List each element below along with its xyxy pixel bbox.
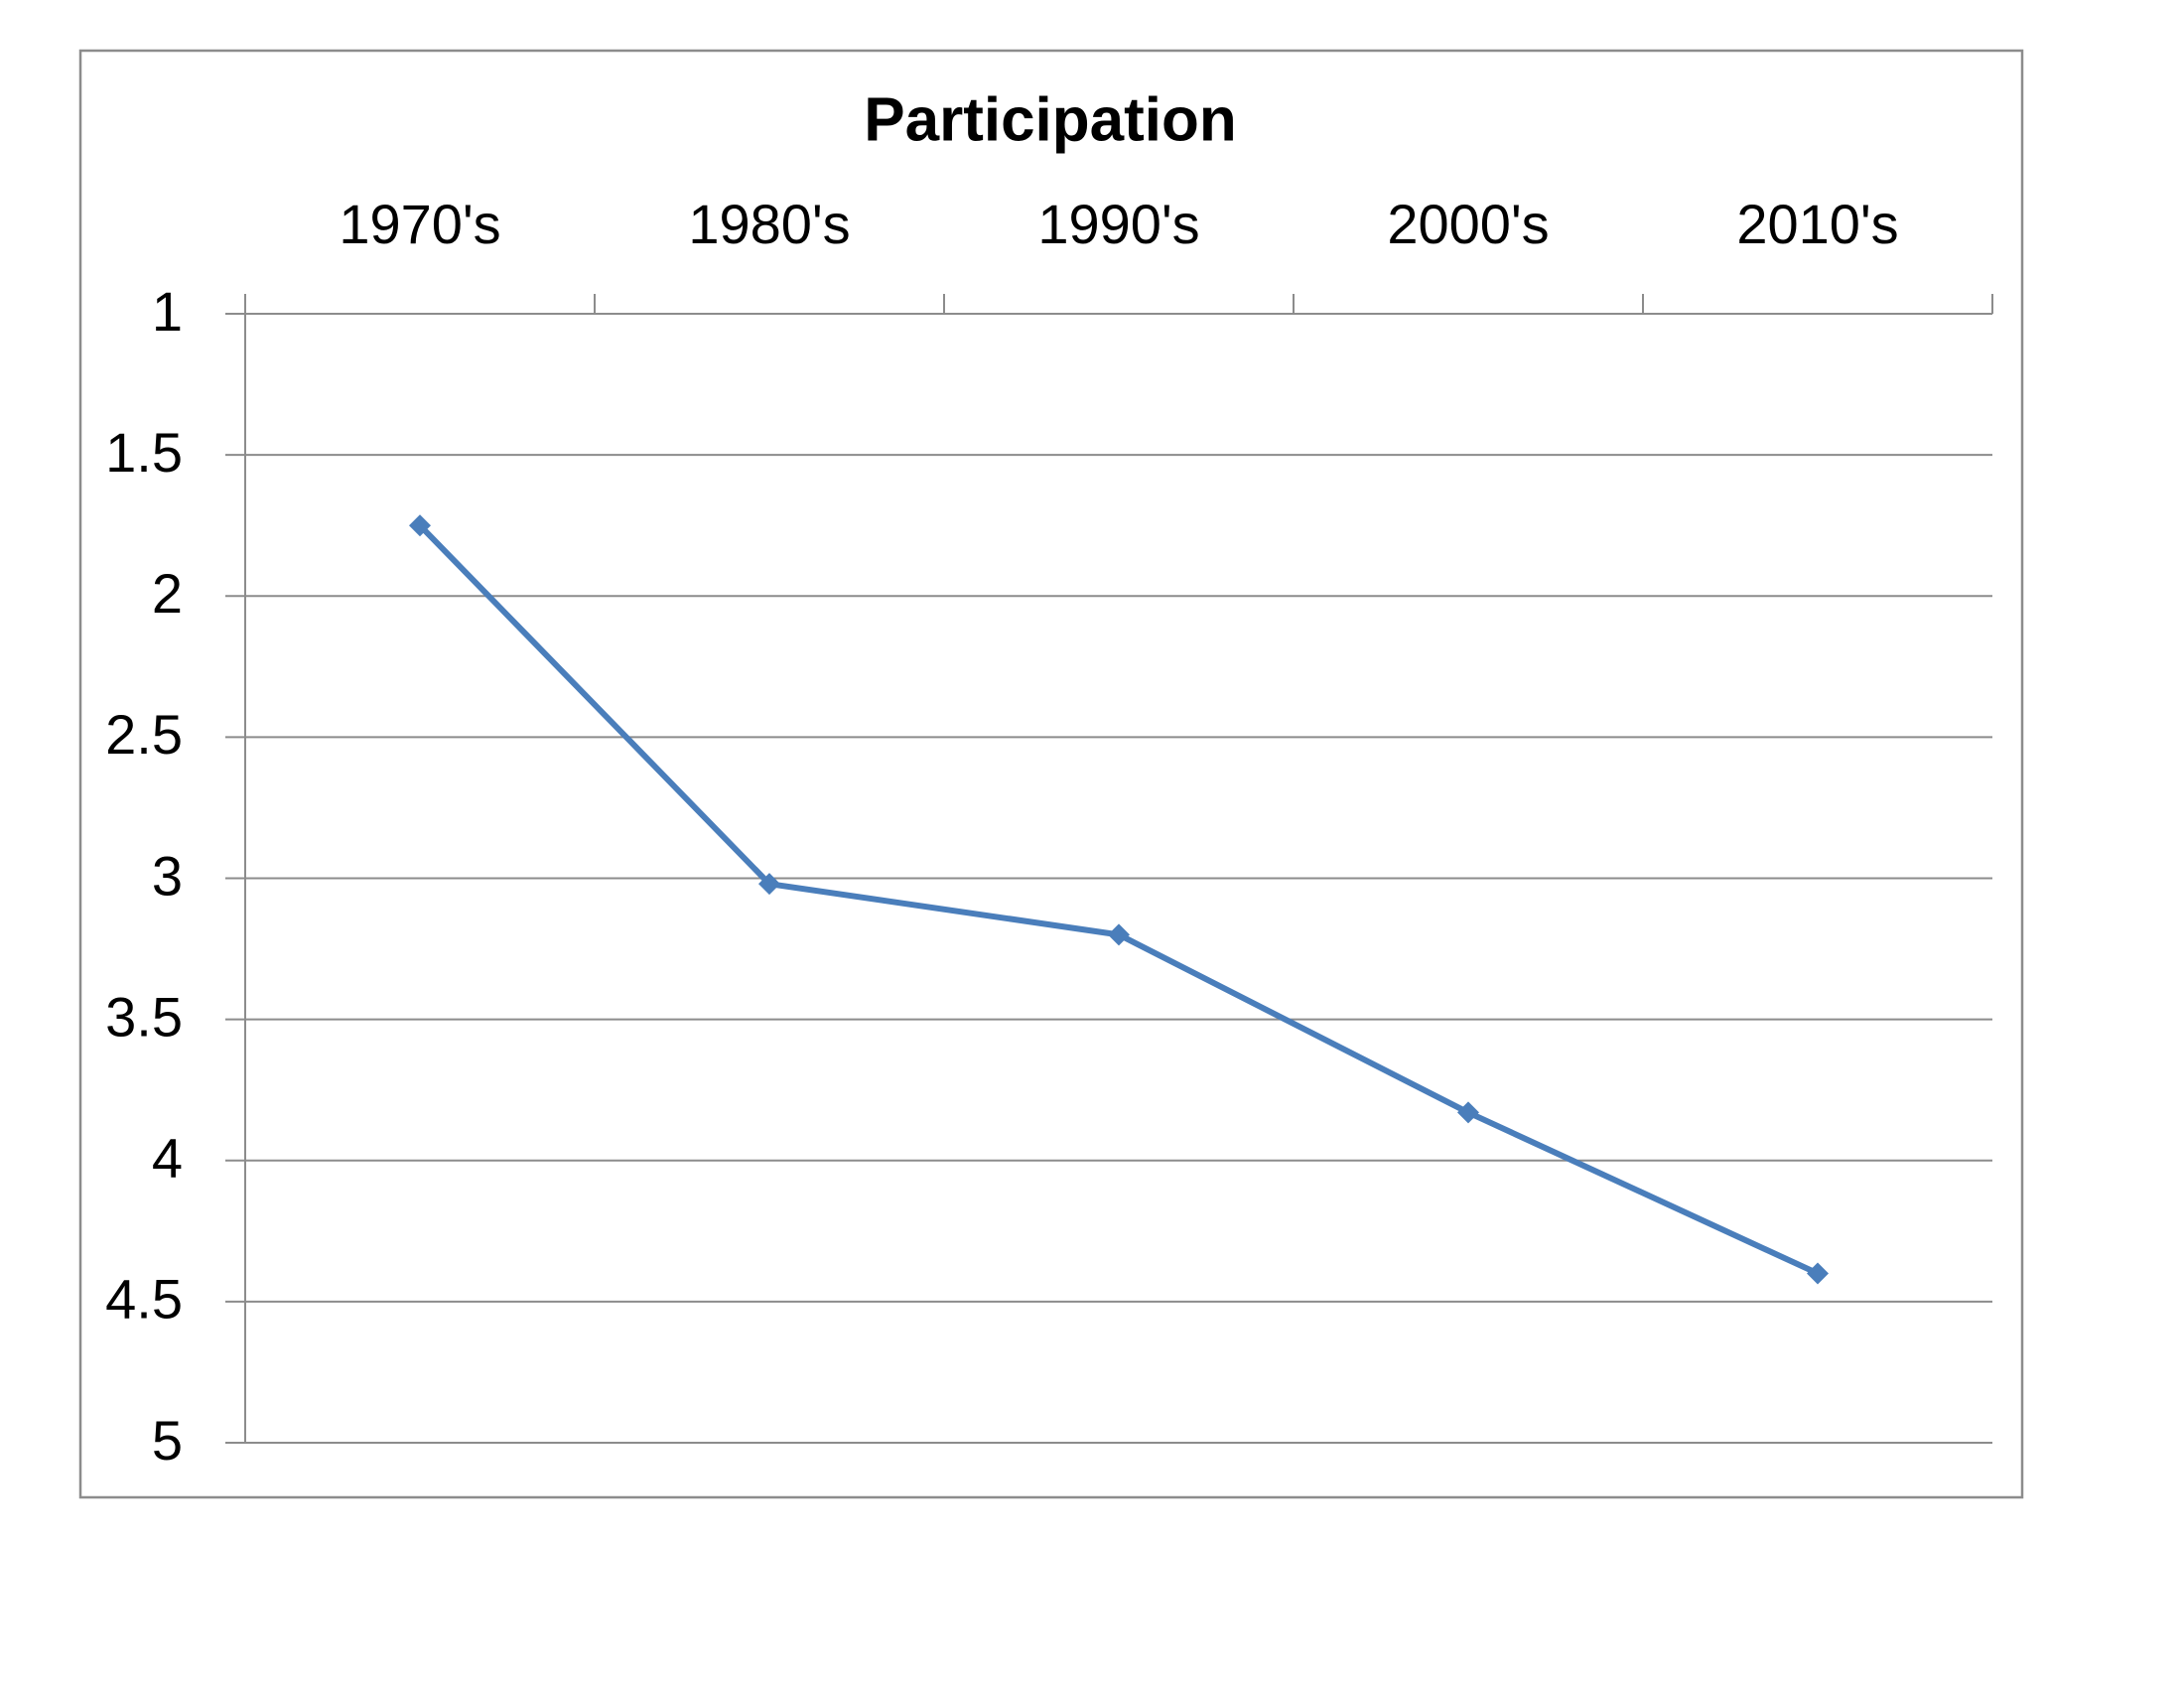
y-tick-label: 5 <box>152 1409 183 1472</box>
chart-frame <box>78 49 2024 1499</box>
data-marker <box>1457 1101 1479 1124</box>
y-tick-label: 1.5 <box>105 421 183 484</box>
x-tick-label: 1980's <box>688 193 850 255</box>
y-tick-label: 4 <box>152 1127 183 1190</box>
data-marker <box>1807 1262 1829 1285</box>
y-tick-label: 3.5 <box>105 985 183 1048</box>
data-marker <box>758 873 780 896</box>
x-tick-label: 2000's <box>1387 193 1549 255</box>
y-tick-label: 2.5 <box>105 703 183 766</box>
x-tick-label: 1990's <box>1037 193 1199 255</box>
x-tick-label: 2010's <box>1736 193 1898 255</box>
data-marker <box>409 514 431 537</box>
y-tick-label: 4.5 <box>105 1268 183 1331</box>
data-marker <box>1108 923 1130 946</box>
chart-title: Participation <box>864 85 1237 154</box>
x-tick-label: 1970's <box>339 193 500 255</box>
y-tick-label: 2 <box>152 562 183 625</box>
y-tick-label: 3 <box>152 844 183 907</box>
y-tick-label: 1 <box>152 280 183 343</box>
